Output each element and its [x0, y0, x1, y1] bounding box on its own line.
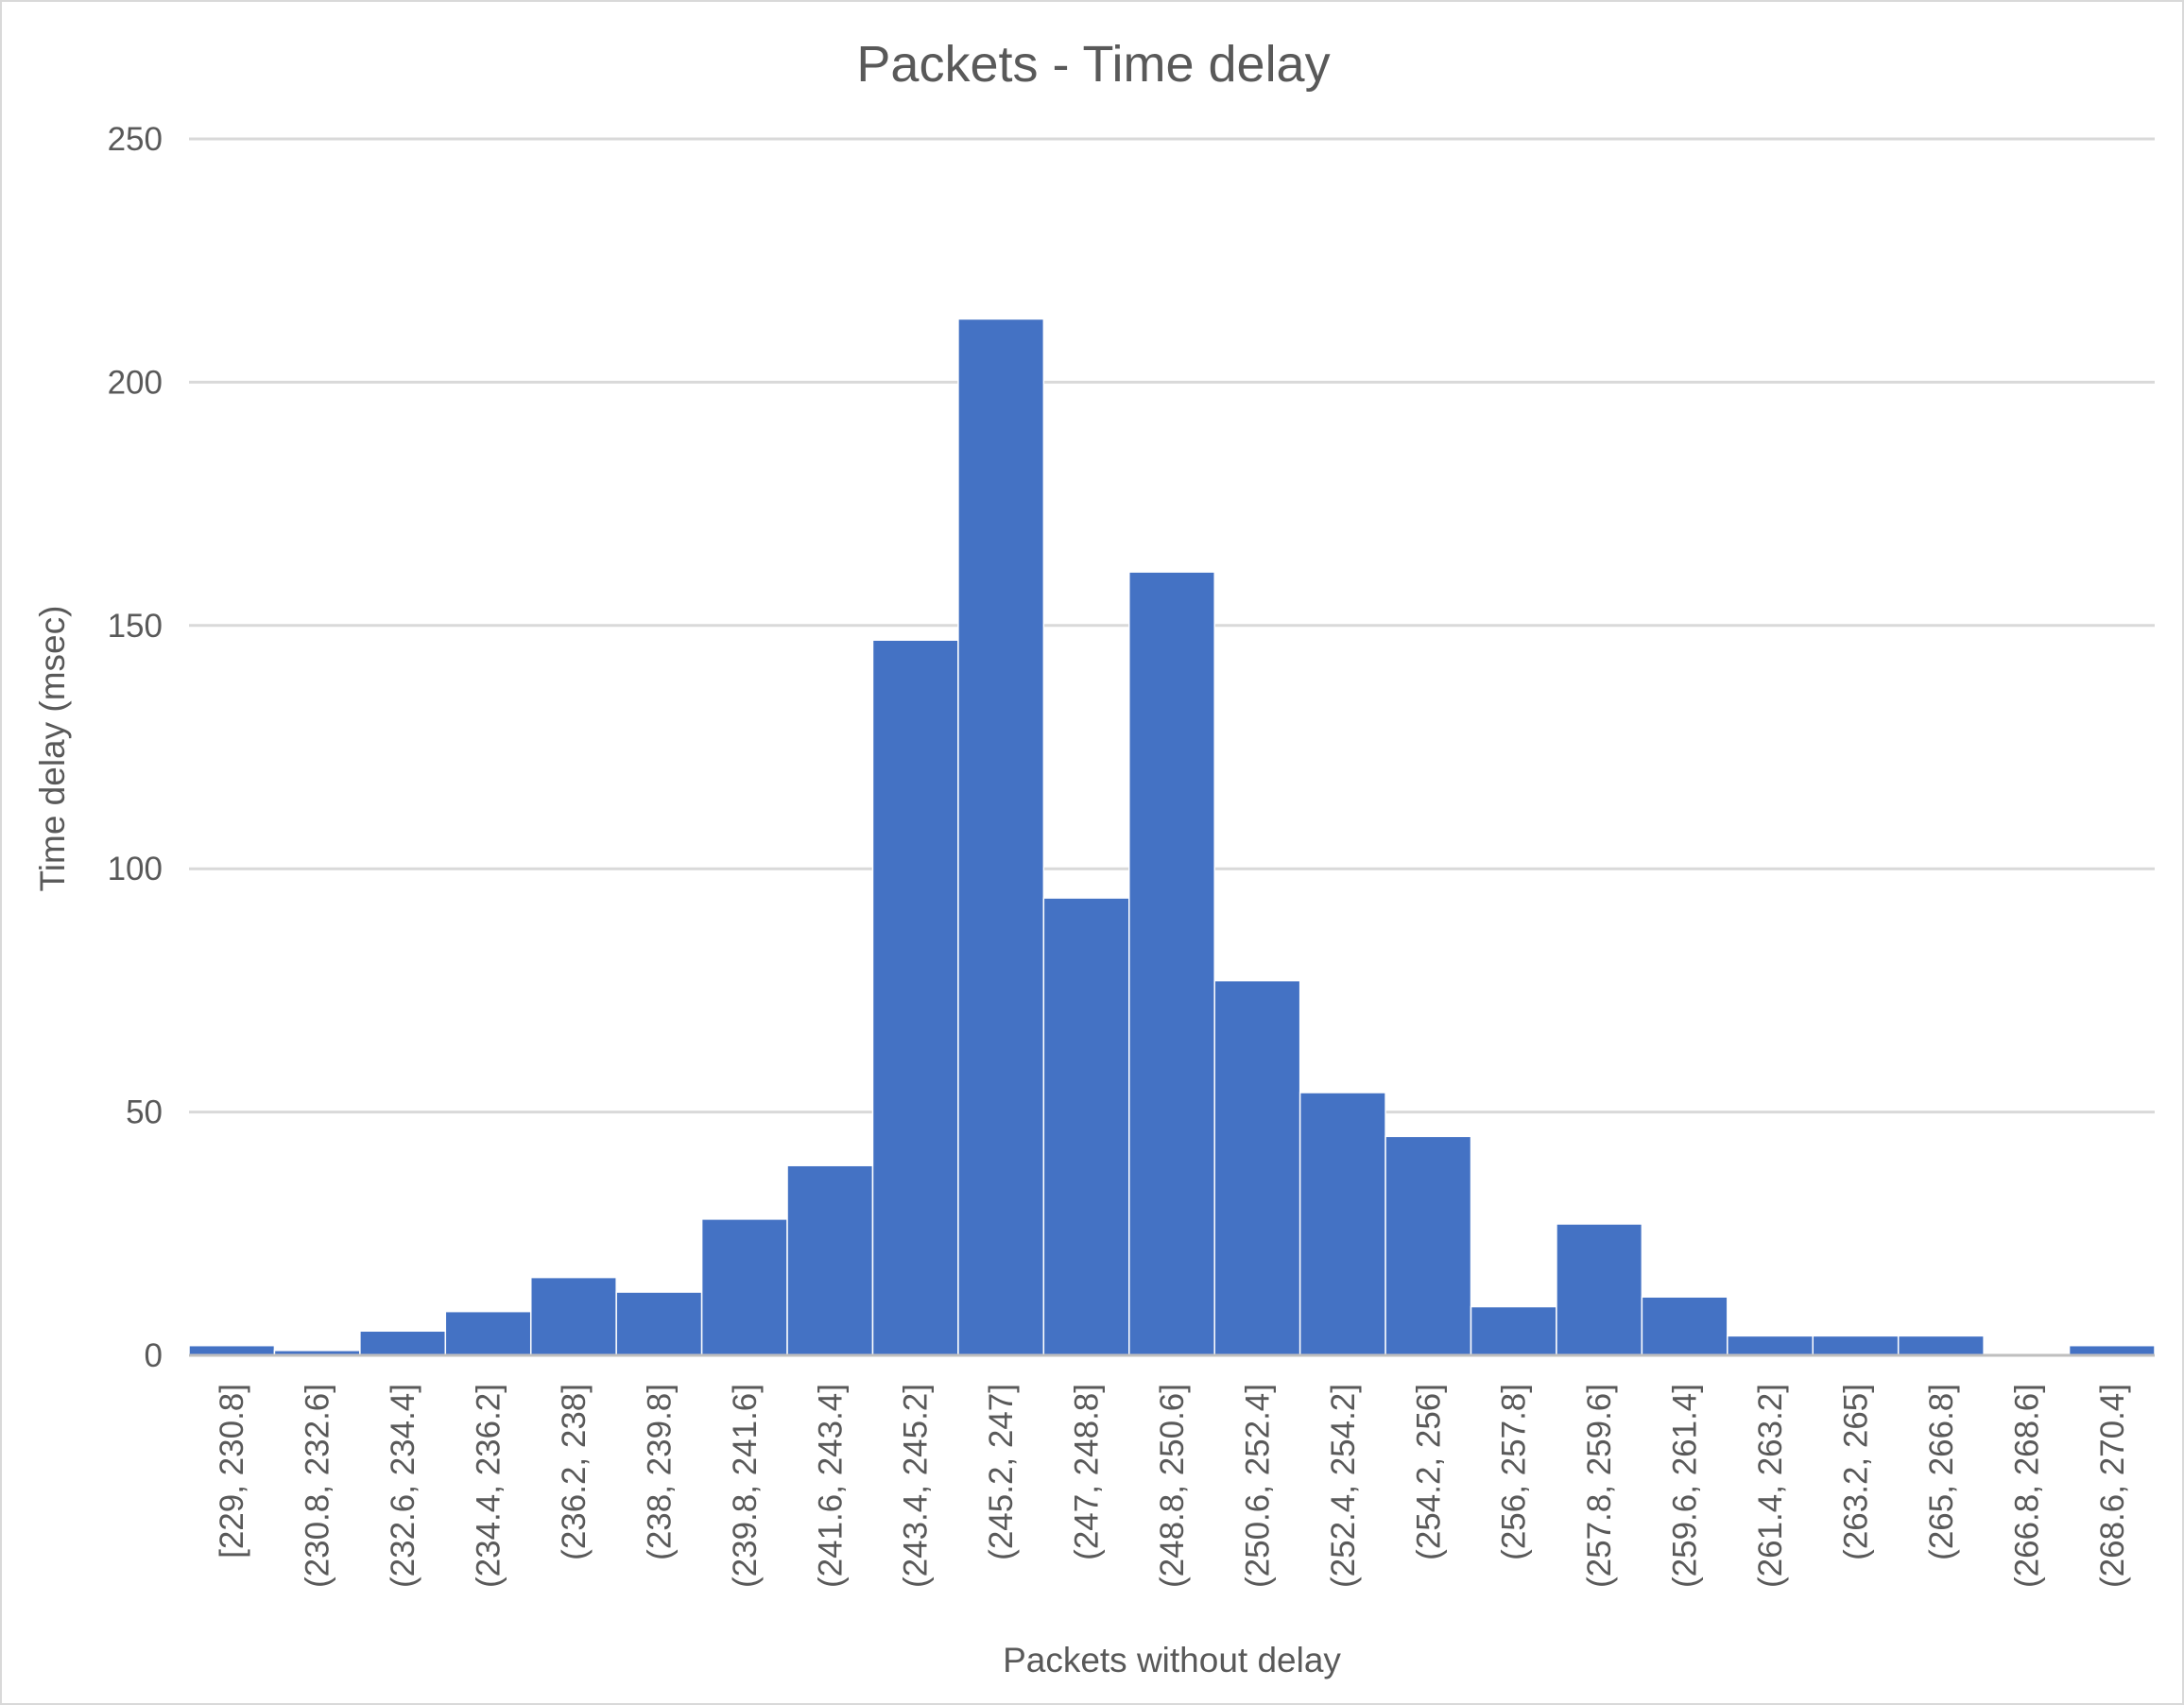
x-tick-label: (263.2, 265]: [1837, 1384, 1874, 1560]
x-tick-label: (259.6, 261.4]: [1667, 1384, 1704, 1588]
x-tick-label: (252.4, 254.2]: [1325, 1384, 1362, 1588]
x-tick-label: (245.2, 247]: [983, 1384, 1020, 1560]
chart-title: Packets - Time delay: [856, 36, 1330, 93]
x-tick-label: (241.6, 243.4]: [812, 1384, 849, 1588]
x-tick-label: (239.8, 241.6]: [727, 1384, 764, 1588]
bar: [2068, 1344, 2156, 1356]
bar: [957, 318, 1045, 1356]
bar: [1812, 1335, 1900, 1356]
x-tick-label: (232.6, 234.4]: [385, 1384, 421, 1588]
y-tick-label: 250: [108, 121, 163, 158]
bar: [529, 1276, 617, 1356]
x-axis-label: Packets without delay: [1003, 1641, 1341, 1679]
bar: [1470, 1305, 1557, 1356]
bars: [188, 318, 2156, 1356]
x-tick-label: (268.6, 270.4]: [2094, 1384, 2131, 1588]
bar: [615, 1291, 703, 1356]
bar: [1384, 1135, 1472, 1356]
x-tick-label: (234.4, 236.2]: [471, 1384, 507, 1588]
x-tick-label: (256, 257.8]: [1496, 1384, 1533, 1560]
bar: [1727, 1335, 1814, 1356]
y-tick-label: 200: [108, 364, 163, 401]
bar: [1556, 1223, 1643, 1356]
x-tick-label: (230.8, 232.6]: [300, 1384, 336, 1588]
bar: [700, 1218, 788, 1356]
x-tick-label: [229, 230.8]: [214, 1384, 250, 1559]
x-axis-ticks: [229, 230.8] (230.8, 232.6] (232.6, 234.4]…: [214, 1384, 2131, 1588]
bar: [1213, 979, 1301, 1356]
bar: [444, 1310, 532, 1356]
bar: [359, 1330, 447, 1356]
bar: [786, 1164, 874, 1356]
x-tick-label: (248.8, 250.6]: [1154, 1384, 1191, 1588]
y-tick-label: 150: [108, 608, 163, 645]
x-tick-label: (265, 266.8]: [1923, 1384, 1960, 1560]
bar: [188, 1344, 276, 1356]
y-tick-label: 100: [108, 851, 163, 887]
y-tick-label: 50: [126, 1094, 163, 1131]
x-tick-label: (266.8, 268.6]: [2008, 1384, 2045, 1588]
bar: [871, 639, 959, 1356]
x-tick-label: (257.8, 259.6]: [1581, 1384, 1618, 1588]
bar: [1897, 1335, 1985, 1356]
y-tick-label: 0: [145, 1337, 163, 1374]
y-axis-label: Time delay (msec): [33, 606, 72, 892]
bar: [1641, 1296, 1728, 1356]
x-tick-label: (236.2, 238]: [556, 1384, 593, 1560]
bar: [1042, 897, 1130, 1356]
bar: [1128, 571, 1215, 1356]
x-tick-label: (250.6, 252.4]: [1239, 1384, 1276, 1588]
x-tick-label: (238, 239.8]: [641, 1384, 678, 1560]
bar: [1298, 1092, 1386, 1356]
x-tick-label: (261.4, 263.2]: [1752, 1384, 1789, 1588]
x-tick-label: (254.2, 256]: [1410, 1384, 1447, 1560]
y-axis-ticks: 0 50 100 150 200 250: [108, 121, 163, 1374]
x-tick-label: (243.4, 245.2]: [898, 1384, 935, 1588]
x-tick-label: (247, 248.8]: [1069, 1384, 1106, 1560]
